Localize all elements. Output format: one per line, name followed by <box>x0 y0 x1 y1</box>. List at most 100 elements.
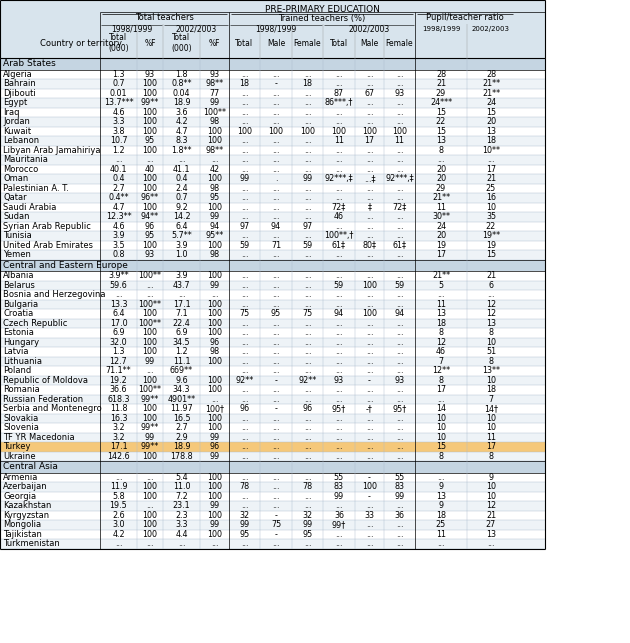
Text: ...: ... <box>335 155 343 164</box>
Text: 100: 100 <box>207 127 222 136</box>
Text: 100: 100 <box>207 482 222 491</box>
Text: 83: 83 <box>334 482 344 491</box>
Text: -: - <box>368 473 371 482</box>
Text: 13.3: 13.3 <box>110 300 127 309</box>
Text: 12: 12 <box>486 502 496 511</box>
Text: 1.0: 1.0 <box>175 250 188 259</box>
Text: ...: ... <box>272 492 280 501</box>
Text: ...: ... <box>366 194 373 203</box>
Text: 95: 95 <box>302 530 312 539</box>
Text: Trained teachers (%): Trained teachers (%) <box>278 14 365 23</box>
Text: ...: ... <box>487 539 495 548</box>
Text: 11: 11 <box>394 136 404 145</box>
Text: ...: ... <box>241 136 248 145</box>
Text: 142.6: 142.6 <box>107 452 130 461</box>
Text: 1998/1999: 1998/1999 <box>111 24 152 33</box>
Text: 99**: 99** <box>141 442 159 451</box>
Text: ...: ... <box>241 203 248 212</box>
Text: ...: ... <box>304 184 311 193</box>
Text: 18: 18 <box>239 79 249 88</box>
Text: 99: 99 <box>209 520 220 529</box>
Bar <box>0 501 545 511</box>
Text: 20: 20 <box>436 174 446 183</box>
Text: 100: 100 <box>142 492 158 501</box>
Text: 11.9: 11.9 <box>110 482 127 491</box>
Text: 99: 99 <box>334 492 344 501</box>
Text: 100: 100 <box>142 184 158 193</box>
Text: 92***,‡: 92***,‡ <box>324 174 353 183</box>
Text: 24***: 24*** <box>430 98 452 107</box>
Text: ...: ... <box>115 539 122 548</box>
Text: 95: 95 <box>145 136 155 145</box>
Text: 99: 99 <box>145 433 155 442</box>
Text: ...: ... <box>487 290 495 299</box>
Text: ...: ... <box>272 300 280 309</box>
Text: ...: ... <box>304 155 311 164</box>
Text: ...: ... <box>396 194 403 203</box>
Text: ...: ... <box>335 452 343 461</box>
Text: Belarus: Belarus <box>3 281 35 290</box>
Text: ...: ... <box>304 452 311 461</box>
Text: 80‡: 80‡ <box>362 240 377 249</box>
Text: Albania: Albania <box>3 271 35 280</box>
Text: 12: 12 <box>486 309 496 318</box>
Text: ...: ... <box>211 539 218 548</box>
Text: ...: ... <box>211 395 218 404</box>
Text: Total: Total <box>236 39 253 48</box>
Text: ...: ... <box>366 212 373 221</box>
Text: 34.3: 34.3 <box>173 385 190 394</box>
Text: 100**: 100** <box>139 319 161 328</box>
Text: 92***,‡: 92***,‡ <box>385 174 414 183</box>
Text: ...: ... <box>335 367 343 376</box>
Text: Poland: Poland <box>3 367 32 376</box>
Text: 96: 96 <box>209 338 220 347</box>
Text: ...: ... <box>272 452 280 461</box>
Text: ...: ... <box>335 184 343 193</box>
Text: ...: ... <box>241 155 248 164</box>
Text: ...: ... <box>241 367 248 376</box>
Bar <box>0 231 545 240</box>
Text: 11.97: 11.97 <box>170 404 193 413</box>
Text: ...: ... <box>304 319 311 328</box>
Text: 21**: 21** <box>432 271 450 280</box>
Text: 3.5: 3.5 <box>112 240 125 249</box>
Text: ...: ... <box>272 194 280 203</box>
Text: ...: ... <box>272 482 280 491</box>
Text: 2.9: 2.9 <box>175 433 188 442</box>
Text: 100: 100 <box>142 338 158 347</box>
Text: 25: 25 <box>436 520 446 529</box>
Text: ...: ... <box>335 357 343 366</box>
Text: Pupil/teacher ratio: Pupil/teacher ratio <box>426 14 504 23</box>
Text: Bosnia and Herzegovina: Bosnia and Herzegovina <box>3 290 105 299</box>
Text: 41.1: 41.1 <box>173 165 190 174</box>
Text: Morocco: Morocco <box>3 165 38 174</box>
Text: 3.3: 3.3 <box>175 520 188 529</box>
Text: Lithuania: Lithuania <box>3 357 42 366</box>
Text: 93: 93 <box>145 250 155 259</box>
Text: 100: 100 <box>142 309 158 318</box>
Text: ...: ... <box>272 385 280 394</box>
Text: 95: 95 <box>271 309 281 318</box>
Text: ...: ... <box>241 492 248 501</box>
Text: -: - <box>275 79 277 88</box>
Text: ...: ... <box>304 502 311 511</box>
Text: 4.6: 4.6 <box>112 222 125 231</box>
Text: ...: ... <box>178 155 185 164</box>
Text: 100: 100 <box>207 271 222 280</box>
Text: 10: 10 <box>436 413 446 422</box>
Text: 71: 71 <box>271 240 281 249</box>
Text: Central and Eastern Europe: Central and Eastern Europe <box>3 261 128 270</box>
Text: 11: 11 <box>486 433 496 442</box>
Text: 34.5: 34.5 <box>173 338 190 347</box>
Text: ...: ... <box>366 367 373 376</box>
Text: 17.0: 17.0 <box>110 319 127 328</box>
Text: ...: ... <box>396 155 403 164</box>
Text: Romania: Romania <box>3 385 40 394</box>
Text: Turkmenistan: Turkmenistan <box>3 539 60 548</box>
Text: ...: ... <box>272 203 280 212</box>
Text: ...: ... <box>241 347 248 356</box>
Text: ...: ... <box>241 98 248 107</box>
Text: 100: 100 <box>142 240 158 249</box>
Text: ...: ... <box>304 250 311 259</box>
Text: Serbia and Montenegro: Serbia and Montenegro <box>3 404 102 413</box>
